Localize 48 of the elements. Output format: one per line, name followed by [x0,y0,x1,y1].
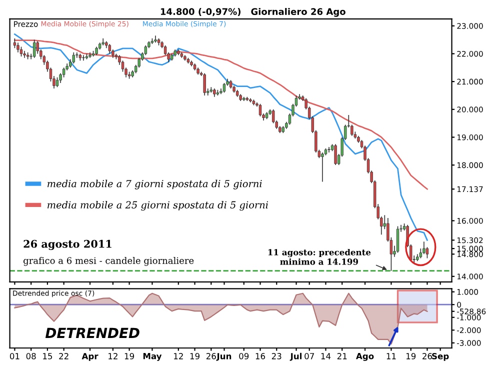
x-tick-label: 07 [304,353,314,360]
x-tick-label: 08 [26,353,36,360]
candlestick [328,146,330,153]
x-tick-label: 01 [10,353,20,360]
legend-label: media mobile a 7 giorni spostata di 5 giorni [48,180,262,190]
x-tick-label: 09 [239,353,249,360]
candlestick [33,39,36,58]
annotation: grafico a 6 mesi - candele giornaliere [24,256,194,266]
candlestick [334,144,337,166]
candlestick [108,44,112,54]
line-series [14,40,428,190]
x-tick-label: 19 [406,353,416,360]
x-tick-label: Jul [290,352,302,361]
x-tick-label: Jun [216,353,232,361]
candlestick [16,42,20,53]
candlestick [13,38,16,49]
x-tick-label: Sep [432,353,449,361]
x-tick-label: 19 [190,353,200,360]
x-tick-label: May [143,353,162,361]
candlestick [56,76,59,88]
annotation: 26 agosto 2011 [24,240,112,250]
x-tick-label: 19 [124,353,134,360]
candlestick [82,54,85,62]
x-tick-label: 26 [422,353,432,360]
candlestick [203,72,206,96]
x-tick-label: 21 [337,353,347,360]
chart-title: 14.800 (-0,97%) Giornaliero 26 Ago [160,8,346,17]
candlestick [222,82,226,94]
x-tick-label: Apr [82,353,98,361]
candlestick [20,46,23,57]
candlestick [396,226,400,254]
candlestick [422,241,426,255]
x-tick-label: 22 [59,353,68,360]
x-tick-label: 23 [272,353,282,360]
candlestick [321,152,324,182]
annotation: DETRENDED [45,328,140,338]
x-tick-label: 11 [386,353,396,360]
x-tick-label: 12 [174,353,183,360]
x-tick-label: 14 [321,353,331,360]
candlestick [258,103,262,117]
x-tick-label: 26 [206,353,216,360]
candlestick [72,52,75,64]
x-tick-label: 16 [256,353,266,360]
x-tick-label: 15 [43,353,52,360]
x-tick-label: 12 [108,353,118,360]
legend-label: media mobile a 25 giorni spostata di 5 giorni [48,200,268,211]
x-tick-label: Ago [356,353,374,361]
annotation: 11 agosto: precedente minimo a 14.199 [268,248,371,265]
